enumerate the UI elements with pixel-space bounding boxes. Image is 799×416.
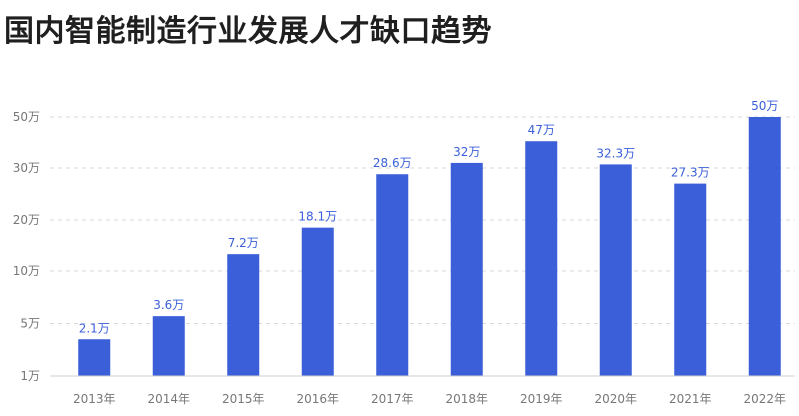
y-tick-label: 1万	[20, 369, 40, 383]
bar	[301, 227, 334, 376]
chart-title: 国内智能制造行业发展人才缺口趋势	[4, 14, 492, 49]
bar	[376, 174, 409, 376]
y-tick-label: 5万	[20, 317, 40, 331]
x-tick-label: 2017年	[371, 392, 414, 406]
bar	[748, 117, 781, 376]
x-tick-label: 2015年	[222, 392, 265, 406]
x-tick-label: 2016年	[296, 392, 339, 406]
x-tick-label: 2022年	[743, 392, 786, 406]
bar	[450, 162, 483, 376]
x-tick-label: 2013年	[73, 392, 116, 406]
x-tick-label: 2014年	[147, 392, 190, 406]
y-tick-label: 20万	[13, 213, 40, 227]
data-label: 7.2万	[228, 236, 259, 250]
bar	[152, 316, 185, 376]
x-tick-label: 2020年	[594, 392, 637, 406]
y-tick-label: 30万	[13, 161, 40, 175]
data-label: 2.1万	[79, 321, 110, 335]
y-tick-label: 10万	[13, 264, 40, 278]
bar	[599, 164, 632, 376]
x-tick-label: 2019年	[520, 392, 563, 406]
data-label: 32.3万	[596, 146, 635, 160]
data-label: 28.6万	[373, 156, 412, 170]
data-label: 32万	[453, 145, 480, 159]
x-tick-label: 2021年	[669, 392, 712, 406]
x-tick-label: 2018年	[445, 392, 488, 406]
data-label: 47万	[528, 123, 555, 137]
bar	[78, 339, 111, 376]
data-label: 3.6万	[153, 298, 184, 312]
data-label: 18.1万	[298, 210, 337, 224]
bar	[674, 183, 707, 376]
data-label: 50万	[751, 99, 778, 113]
bar	[227, 254, 260, 376]
bar	[525, 141, 558, 376]
y-tick-label: 50万	[13, 110, 40, 124]
data-label: 27.3万	[671, 166, 710, 180]
